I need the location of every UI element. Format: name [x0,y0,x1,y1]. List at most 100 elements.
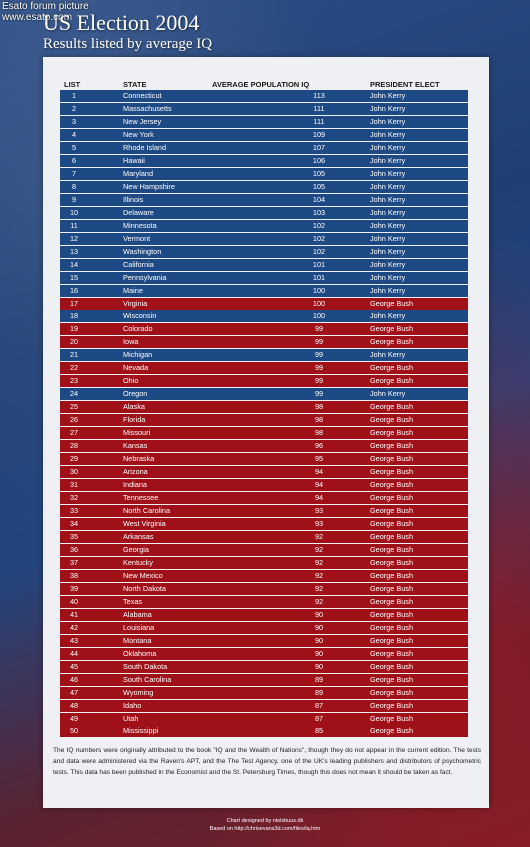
row-iq: 102 [312,246,326,256]
row-president: John Kerry [370,207,406,217]
row-president: George Bush [370,298,413,308]
table-row: 17 Virginia 100 George Bush [60,297,468,310]
row-rank: 16 [69,285,79,295]
row-president: George Bush [370,467,413,477]
row-iq: 99 [314,350,324,360]
row-president: George Bush [370,674,413,684]
row-rank: 14 [69,259,79,269]
table-row: 36 Georgia 92 George Bush [60,543,468,556]
table-row: 34 West Virginia 93 George Bush [60,517,468,530]
row-president: John Kerry [370,311,406,321]
row-state: New Hampshire [123,181,175,191]
table-row: 45 South Dakota 90 George Bush [60,660,468,673]
row-iq: 92 [314,583,324,593]
row-president: George Bush [370,687,413,697]
row-state: Arkansas [123,531,154,541]
row-rank: 33 [69,506,79,515]
table-row: 23 Ohio 99 George Bush [60,375,468,388]
row-state: Kentucky [123,557,154,567]
credit-designer: Chart designed by nielsbuus.dk [226,818,304,824]
row-rank: 49 [69,713,79,723]
row-iq: 94 [314,493,324,503]
row-rank: 25 [69,402,79,412]
row-rank: 17 [69,298,79,308]
row-iq: 111 [313,103,325,113]
table-row: 3 New Jersey 111 John Kerry [60,115,468,128]
row-state: Nebraska [123,454,155,464]
table-row: 2 Massachusetts 111 John Kerry [60,102,468,115]
row-rank: 12 [69,233,79,243]
row-iq: 100 [312,311,326,321]
row-president: George Bush [370,337,413,347]
table-row: 9 Illinois 104 John Kerry [60,193,468,206]
row-state: Pennsylvania [123,272,167,282]
row-iq: 102 [312,233,326,243]
row-rank: 15 [69,272,79,282]
row-state: Maine [123,285,143,295]
row-state: Maryland [123,168,154,178]
row-rank: 24 [69,389,79,399]
row-state: Missouri [123,428,151,438]
row-rank: 22 [69,363,79,373]
table-row: 27 Missouri 98 George Bush [60,427,468,440]
row-rank: 26 [69,415,79,425]
row-rank: 6 [71,155,77,165]
row-rank: 35 [69,531,79,541]
row-president: John Kerry [370,233,406,243]
table-row: 48 Idaho 87 George Bush [60,699,468,712]
row-president: John Kerry [370,142,406,152]
row-president: George Bush [370,518,413,528]
row-president: George Bush [370,415,413,425]
row-president: George Bush [370,324,413,334]
row-rank: 37 [69,557,79,567]
row-iq: 99 [314,337,324,347]
table-row: 40 Texas 92 George Bush [60,595,468,608]
row-iq: 90 [314,622,324,632]
row-rank: 41 [69,609,79,619]
row-iq: 105 [312,181,326,191]
row-president: George Bush [370,726,413,736]
table-row: 35 Arkansas 92 George Bush [60,530,468,543]
row-state: New Jersey [123,116,162,126]
header-state: STATE [123,80,147,89]
table-row: 1 Connecticut 113 John Kerry [60,90,468,102]
row-rank: 4 [71,129,77,139]
header-list: LIST [64,80,81,89]
table-row: 5 Rhode Island 107 John Kerry [60,141,468,154]
watermark-line-1: Esato forum picture [2,1,89,12]
row-rank: 11 [70,220,78,230]
row-state: Wisconsin [123,311,157,321]
row-rank: 31 [69,480,79,490]
table-row: 6 Hawaii 106 John Kerry [60,154,468,167]
row-president: George Bush [370,544,413,554]
row-state: Rhode Island [123,142,167,152]
table-row: 29 Nebraska 95 George Bush [60,453,468,466]
row-iq: 93 [314,518,324,528]
row-president: John Kerry [370,272,406,282]
row-rank: 40 [69,596,79,606]
row-president: George Bush [370,441,413,451]
row-president: John Kerry [370,220,406,230]
row-rank: 9 [71,194,77,204]
row-rank: 43 [69,635,79,645]
table-row: 46 South Carolina 89 George Bush [60,673,468,686]
row-rank: 23 [69,376,79,386]
row-iq: 111 [313,116,325,126]
row-rank: 38 [69,570,79,580]
row-president: John Kerry [370,103,406,113]
row-state: New Mexico [123,570,163,580]
row-state: Kansas [123,441,148,451]
row-state: Colorado [123,324,153,334]
row-state: Tennessee [123,493,159,503]
row-president: George Bush [370,583,413,593]
footnote: The IQ numbers were originally attribute… [53,747,481,776]
row-president: George Bush [370,531,413,541]
row-state: Connecticut [123,91,162,100]
row-state: Michigan [123,350,153,360]
row-iq: 90 [314,635,324,645]
row-iq: 92 [314,570,324,580]
row-iq: 99 [314,324,324,334]
row-rank: 18 [69,311,79,321]
row-iq: 107 [312,142,326,152]
table-header: LIST STATE AVERAGE POPULATION IQ PRESIDE… [60,80,468,90]
